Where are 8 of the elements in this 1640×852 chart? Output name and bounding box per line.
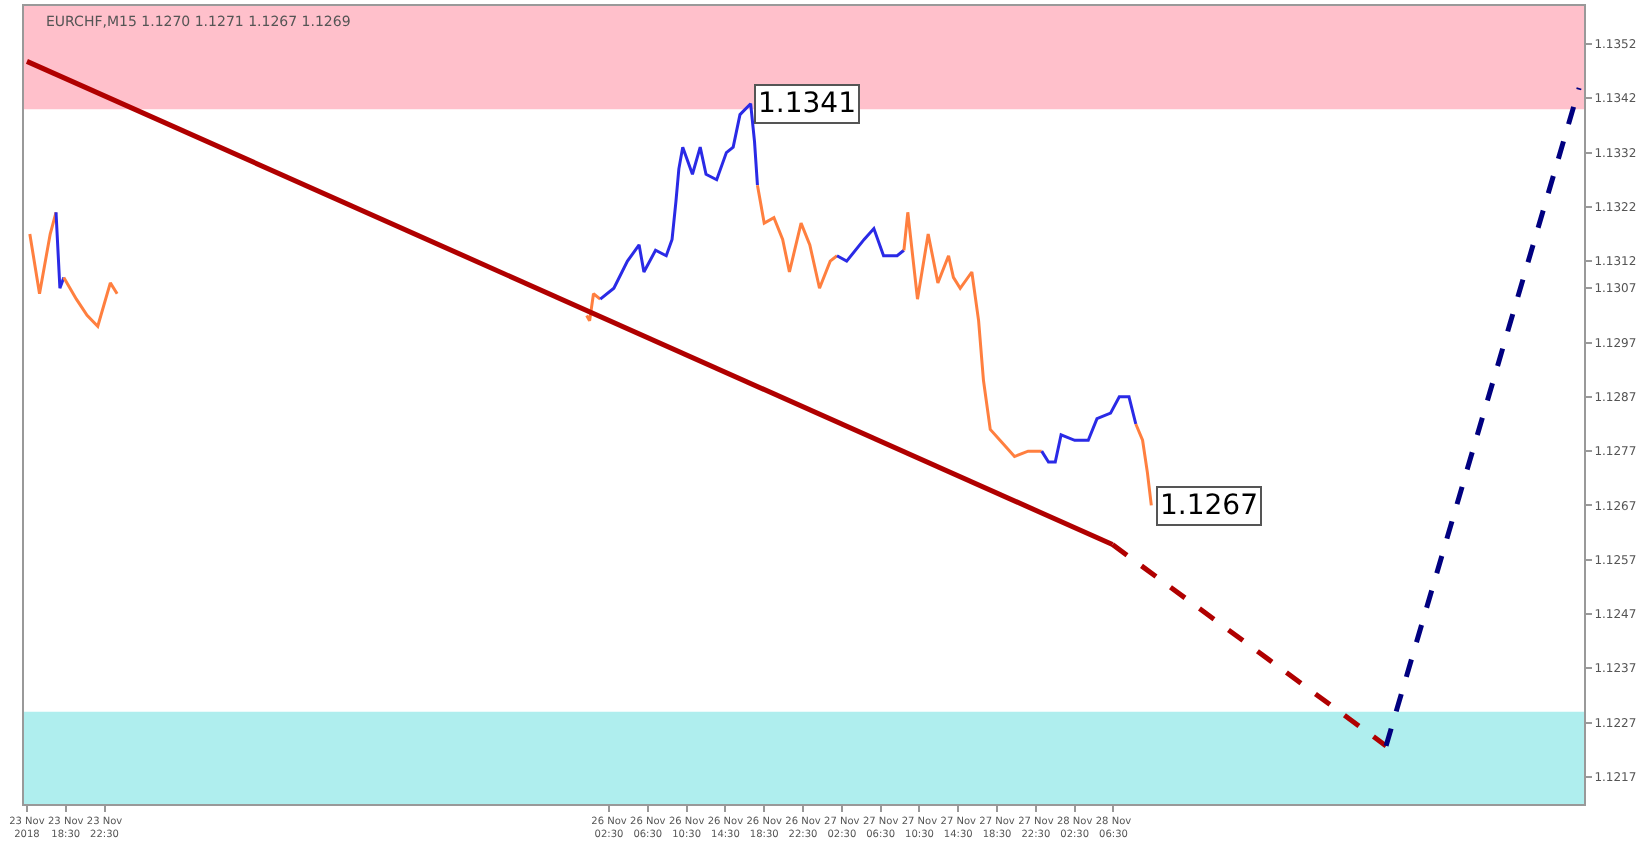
- line-series: [755, 183, 839, 290]
- line-series: [598, 102, 759, 301]
- line-series: [835, 227, 906, 263]
- line-series: [1134, 422, 1153, 507]
- annotation: 1.1341: [758, 88, 856, 120]
- line-series: [902, 210, 1044, 459]
- annotation: 1.1267: [1160, 490, 1258, 522]
- line-series: [1040, 395, 1138, 464]
